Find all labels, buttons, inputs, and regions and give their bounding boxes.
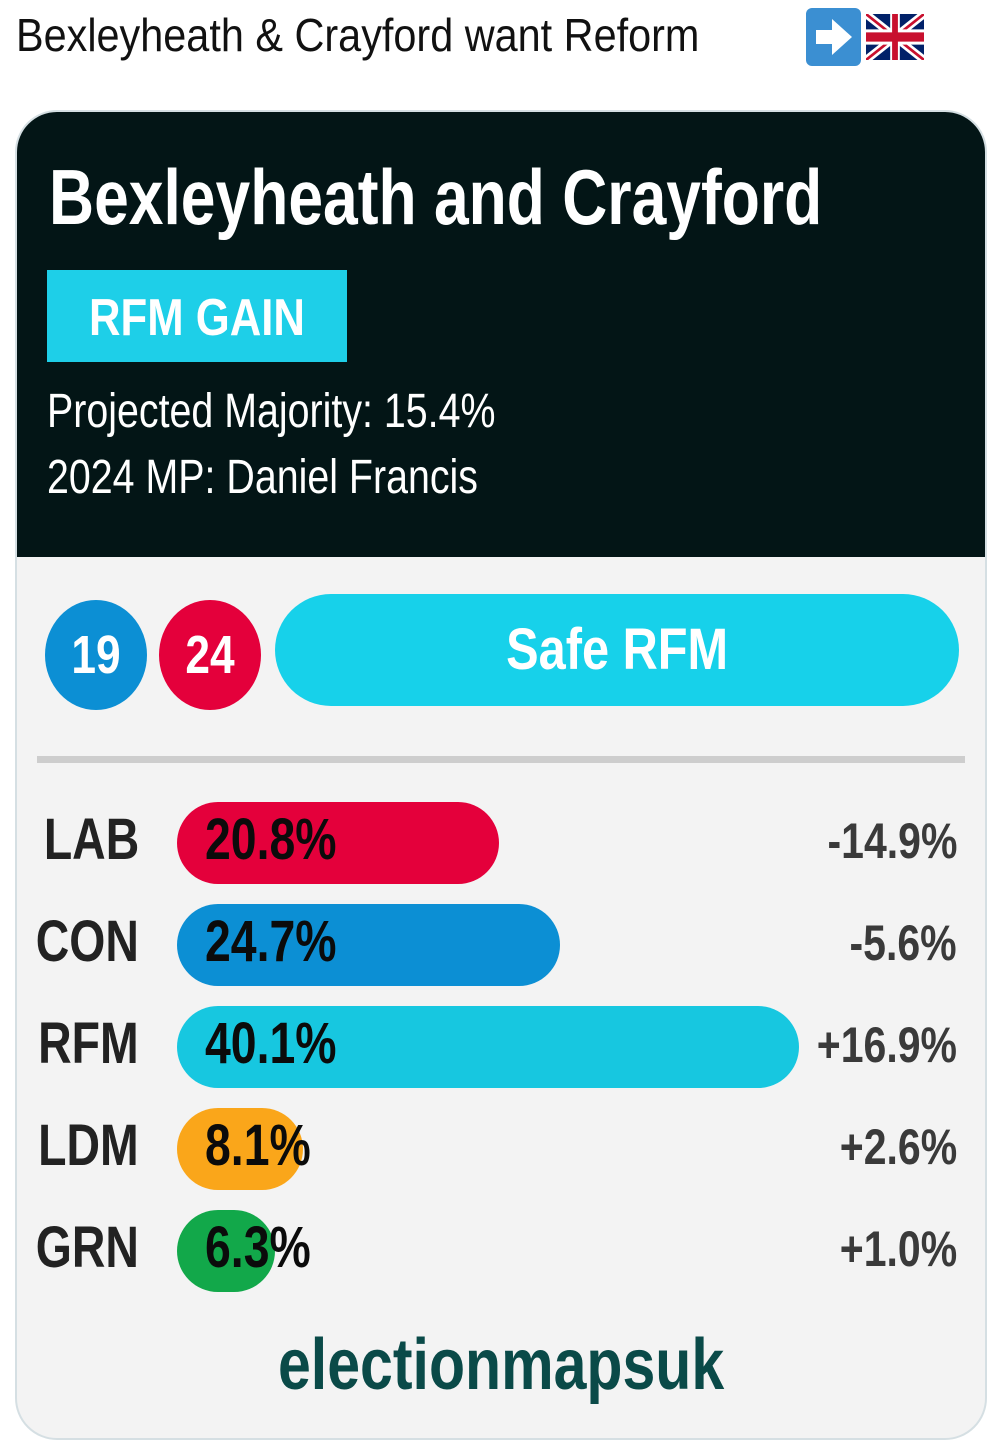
- projected-majority: Projected Majority: 15.4%: [47, 385, 496, 438]
- constituency-title: Bexleyheath and Crayford: [49, 153, 823, 241]
- mp-2024: 2024 MP: Daniel Francis: [47, 451, 478, 504]
- vote-share-bar: [177, 1006, 799, 1088]
- party-row-con: CON 24.7% -5.6%: [17, 904, 985, 986]
- party-row-ldm: LDM 8.1% +2.6%: [17, 1108, 985, 1190]
- vote-share-bar: [177, 1210, 275, 1292]
- card-header: Bexleyheath and Crayford RFM GAIN Projec…: [17, 112, 985, 557]
- year-2019-badge: 19: [45, 600, 147, 710]
- vote-share-bar: [177, 1108, 303, 1190]
- year-2024-badge: 24: [159, 600, 261, 710]
- party-row-lab: LAB 20.8% -14.9%: [17, 802, 985, 884]
- uk-flag-icon: [866, 14, 924, 60]
- vote-change-label: +1.0%: [839, 1221, 957, 1277]
- constituency-card: Bexleyheath and Crayford RFM GAIN Projec…: [15, 110, 987, 1440]
- party-label: GRN: [35, 1215, 139, 1280]
- vote-change-label: +16.9%: [816, 1017, 957, 1073]
- party-row-rfm: RFM 40.1% +16.9%: [17, 1006, 985, 1088]
- brand-logo: electionmapsuk: [277, 1325, 725, 1405]
- divider: [37, 756, 965, 763]
- vote-share-label: 40.1%: [205, 1011, 337, 1076]
- right-arrow-icon: [806, 8, 861, 66]
- party-label: LAB: [43, 807, 139, 872]
- vote-share-bar: [177, 904, 560, 986]
- vote-share-bar: [177, 802, 500, 884]
- vote-change-label: -14.9%: [827, 813, 957, 869]
- vote-share-label: 8.1%: [205, 1113, 311, 1178]
- party-row-grn: GRN 6.3% +1.0%: [17, 1210, 985, 1292]
- post-text: Bexleyheath & Crayford want Reform: [16, 9, 700, 61]
- party-label: CON: [35, 909, 139, 974]
- gain-badge: RFM GAIN: [47, 270, 347, 362]
- party-label: RFM: [38, 1011, 139, 1076]
- seat-rating: Safe RFM: [275, 594, 959, 706]
- party-label: LDM: [38, 1113, 139, 1178]
- vote-share-label: 24.7%: [205, 909, 337, 974]
- vote-share-label: 6.3%: [205, 1215, 311, 1280]
- vote-change-label: -5.6%: [849, 915, 957, 971]
- vote-share-label: 20.8%: [205, 807, 337, 872]
- vote-change-label: +2.6%: [839, 1119, 957, 1175]
